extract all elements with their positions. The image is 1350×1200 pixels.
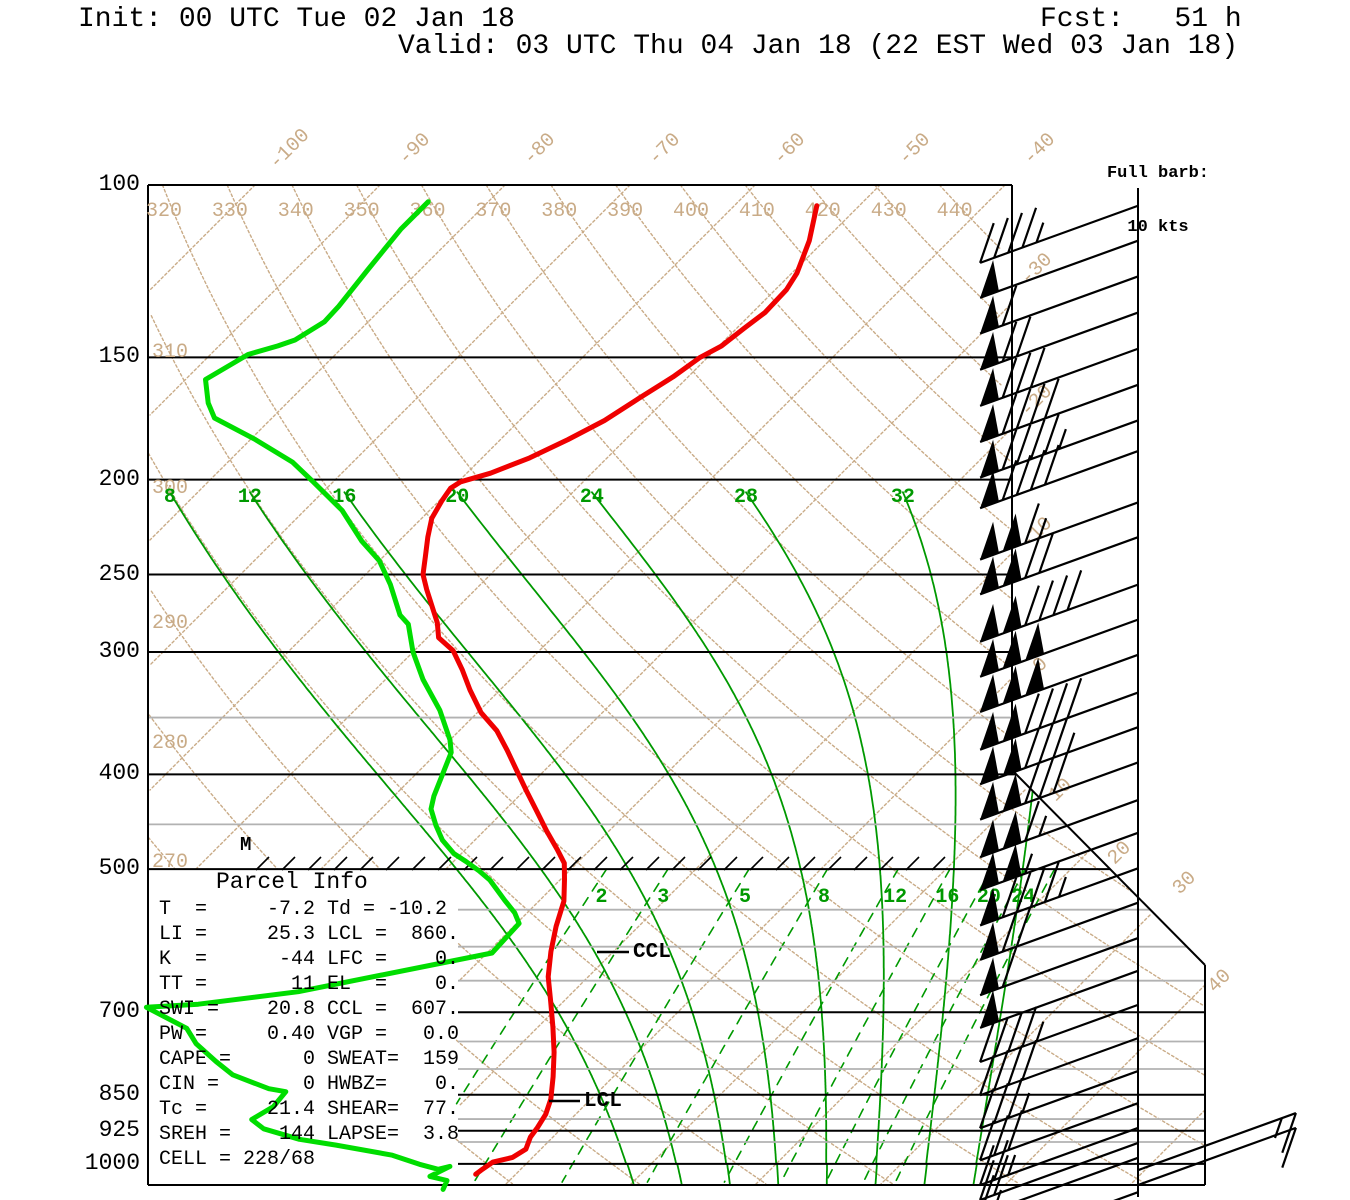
wind-barb [979,1037,1139,1097]
plot-border [147,184,1206,1186]
wind-barb [1137,1126,1297,1187]
pressure-axis-label: 250 [98,560,140,587]
dry-adiabat-label-top: 430 [870,200,907,223]
pressure-axis-label: 925 [98,1116,140,1143]
dry-adiabat-label-top: 380 [541,200,578,223]
wind-barb [979,937,1139,997]
pressure-axis-label: 300 [98,638,140,665]
pressure-axis-label: 400 [98,760,140,787]
wind-barb [979,901,1139,961]
wind-barb [979,752,1139,821]
wind-barb [979,570,1139,643]
dry-adiabat-label-left: 300 [151,477,188,501]
mixing-ratio-label: 5 [738,886,751,909]
wind-barb [979,501,1139,561]
wind-barb [979,1070,1139,1130]
dry-adiabat-label-top: 340 [277,200,314,223]
parcel-info-panel [149,871,456,1185]
wind-barb [979,1003,1139,1064]
wind-barb [979,378,1139,443]
moist-adiabat-label: 32 [890,486,915,509]
dry-adiabat-label-left: 280 [151,732,188,756]
forecast-hour-label: Fcst: 51 h [1040,4,1242,35]
wind-barb [979,532,1139,596]
dry-adiabat-label-top: 410 [738,200,775,223]
wind-barb [979,618,1139,678]
wind-barb-column [979,188,1297,1200]
wind-barb [979,717,1139,786]
dry-adiabat-label-top: 330 [211,200,248,223]
wind-barb [979,311,1139,371]
temperature-curve [420,203,820,1177]
pressure-axis-label: 150 [98,343,140,370]
dry-adiabat-label-left: 310 [151,340,188,364]
wind-barb [979,414,1139,479]
pressure-axis-label: 200 [98,465,140,492]
mixing-ratio-label: 24 [1011,886,1036,909]
dry-adiabat-label-top: 440 [936,200,973,223]
dry-adiabat-label-left: 290 [151,611,188,635]
pressure-axis-label: 1000 [84,1149,140,1176]
wind-barb [979,1141,1139,1200]
wind-barb [1113,1191,1139,1200]
pressure-axis-label: 100 [98,171,140,197]
mixing-ratio-label: 2 [595,886,608,909]
wind-barb [979,861,1139,927]
dry-adiabat-label-top: 370 [475,200,512,223]
dry-adiabat-label-left: 270 [151,851,188,875]
mixing-ratio-label: 12 [883,886,908,909]
dry-adiabat-label-top: 350 [343,200,380,223]
pressure-axis-label: 850 [98,1080,140,1107]
wind-barb [979,444,1139,510]
moist-adiabat-label: 24 [579,486,604,509]
dry-adiabat-label-top: 400 [673,200,710,223]
init-time-label: Init: 00 UTC Tue 02 Jan 18 [78,4,515,35]
wind-barb [979,347,1139,407]
wind-barb [979,204,1139,264]
mixing-ratio-label: 8 [817,886,830,909]
wind-barb [979,969,1139,1029]
wind-barb [979,653,1139,713]
pressure-axis-label: 500 [98,855,140,882]
dewpoint-curve [143,199,522,1192]
moist-adiabat-label: 20 [445,486,470,509]
wind-barb [979,1126,1139,1187]
dry-adiabat-label-top: 360 [409,200,446,223]
pressure-axis-label: 700 [98,998,140,1025]
wind-barb [1137,1112,1297,1172]
wind-barb [979,275,1139,335]
wind-barb [979,239,1139,299]
wind-barb [979,799,1139,859]
freezing-hatch-marks [255,856,946,871]
dry-adiabat-label-top: 390 [607,200,644,223]
moist-adiabat-label: 8 [163,486,176,509]
barb-legend-line1: Full barb: [1106,164,1210,183]
moist-adiabat-label: 28 [733,486,758,509]
moist-adiabat-label: 12 [237,486,262,509]
mixing-ratio-label: 16 [935,886,960,909]
mixing-ratio-lines [455,868,1056,1183]
wind-barb [979,831,1139,891]
wind-barb [979,677,1139,751]
wind-barb [979,1102,1139,1162]
dry-adiabat-label-top: 320 [145,200,182,223]
mixing-ratio-label: 3 [657,886,670,909]
valid-time-label: Valid: 03 UTC Thu 04 Jan 18 (22 EST Wed … [398,31,1239,62]
